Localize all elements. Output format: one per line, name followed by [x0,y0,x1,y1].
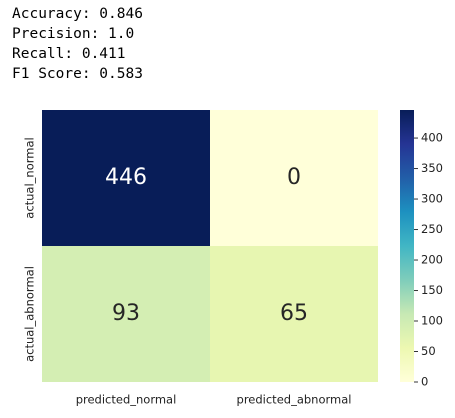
colorbar-tick-label: 50 [421,344,436,358]
y-tick-label: actual_normal [23,137,37,218]
output-line: Recall: 0.411 [12,46,126,62]
colorbar-tick-label: 350 [421,161,443,175]
output-line: Accuracy: 0.846 [12,6,143,22]
x-tick-label: predicted_abnormal [237,393,352,407]
heatmap-cell [42,246,210,382]
cell-label: 446 [105,165,147,190]
colorbar-tick-label: 100 [421,314,443,328]
colorbar-tick-label: 300 [421,192,443,206]
colorbar-tick-label: 400 [421,131,443,145]
heatmap-cell [42,110,210,246]
cell-label: 93 [112,301,140,326]
x-tick-label: predicted_normal [76,393,177,407]
cell-label: 0 [287,165,301,190]
colorbar-tick-label: 200 [421,253,443,267]
heatmap-cell [210,246,378,382]
colorbar-tick-label: 250 [421,222,443,236]
cell-label: 65 [280,301,308,326]
output-line: Precision: 1.0 [12,26,134,42]
colorbar [400,110,414,382]
colorbar-tick-label: 150 [421,283,443,297]
y-tick-label: actual_abnormal [23,266,37,362]
output-line: F1 Score: 0.583 [12,66,143,82]
heatmap-cell [210,110,378,246]
colorbar-tick-label: 0 [421,375,428,389]
